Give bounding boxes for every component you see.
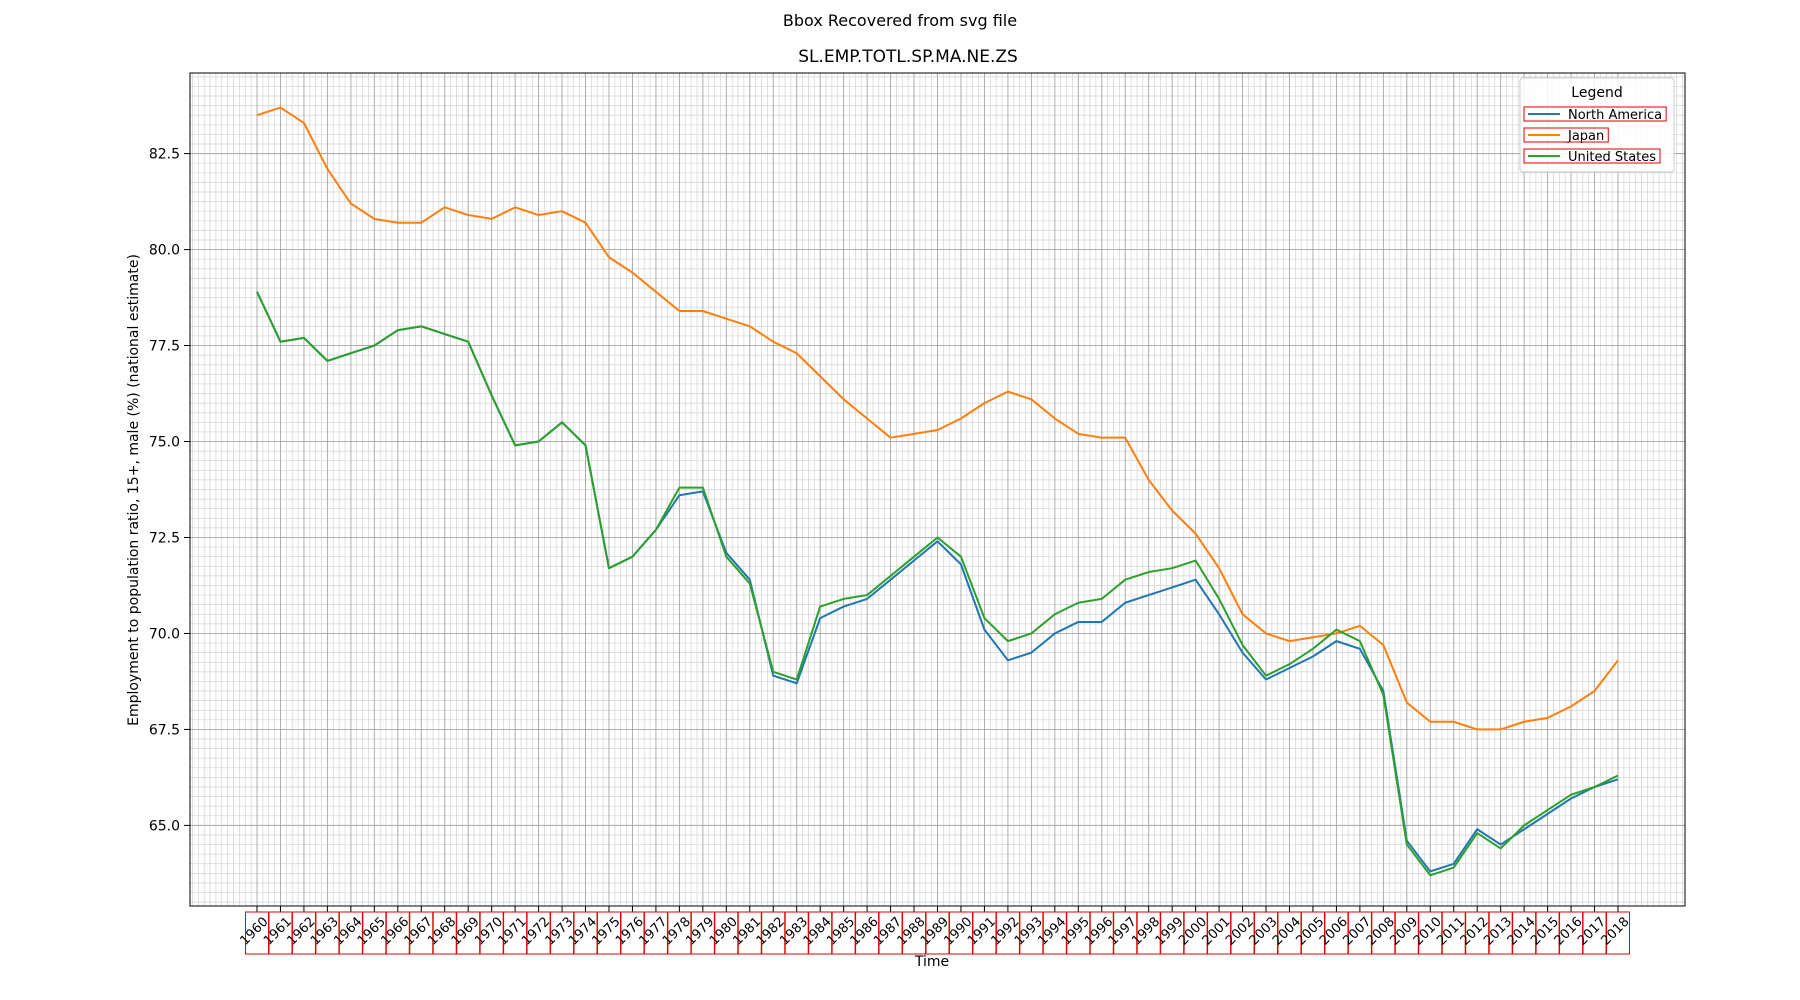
legend: Legend North America Japan United States xyxy=(1519,77,1675,173)
y-tick-label: 67.5 xyxy=(149,722,180,738)
y-tick-label: 72.5 xyxy=(149,530,180,546)
x-axis-ticks: 1960196119621963196419651966196719681969… xyxy=(238,906,1633,955)
x-tick-label: 2018 xyxy=(1599,915,1633,949)
y-tick-label: 75.0 xyxy=(149,435,180,451)
legend-entry-label: United States xyxy=(1568,150,1656,165)
x-tick-label-box xyxy=(1606,911,1630,955)
y-tick-label: 65.0 xyxy=(149,818,180,834)
figure-suptitle: Bbox Recovered from svg file xyxy=(783,11,1017,30)
legend-entries: North America Japan United States xyxy=(1523,106,1667,165)
plot-frame xyxy=(189,72,1686,907)
y-tick-label: 82.5 xyxy=(149,147,180,163)
y-tick-label: 77.5 xyxy=(149,339,180,355)
legend-entry-label: North America xyxy=(1568,108,1662,123)
y-tick-label: 70.0 xyxy=(149,626,180,642)
chart-title: SL.EMP.TOTL.SP.MA.NE.ZS xyxy=(798,47,1018,67)
series-line xyxy=(256,291,1619,877)
legend-title: Legend xyxy=(1571,85,1622,101)
series-line xyxy=(256,106,1619,731)
y-tick-label: 80.0 xyxy=(149,243,180,259)
series-lines xyxy=(256,106,1619,877)
legend-entry-box xyxy=(1523,106,1667,122)
legend-entry-box xyxy=(1523,127,1609,143)
y-axis-ticks: 65.0 67.5 70.0 72.5 75.0 77.5 80.0 82.5 xyxy=(149,147,190,834)
major-gridlines xyxy=(190,73,1685,906)
legend-entry-label: Japan xyxy=(1567,129,1604,144)
legend-entry-box xyxy=(1523,148,1661,164)
y-axis-label: Employment to population ratio, 15+, mal… xyxy=(126,254,142,726)
x-axis-label: Time xyxy=(914,954,949,970)
